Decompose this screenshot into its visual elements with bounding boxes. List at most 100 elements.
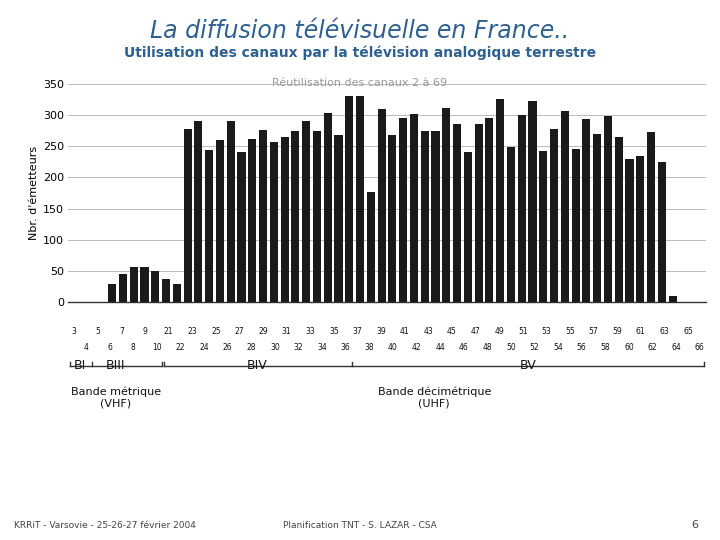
Bar	[313, 131, 321, 302]
Text: 7: 7	[119, 327, 124, 336]
Text: 57: 57	[589, 327, 598, 336]
Bar	[420, 131, 429, 302]
Bar	[324, 113, 332, 302]
Text: 30: 30	[270, 343, 280, 352]
Text: 6: 6	[691, 520, 698, 530]
Bar	[658, 162, 666, 302]
Text: 49: 49	[494, 327, 504, 336]
Bar	[399, 118, 408, 302]
Bar	[388, 135, 397, 302]
Text: 56: 56	[577, 343, 587, 352]
Text: 59: 59	[612, 327, 622, 336]
Bar	[485, 118, 493, 302]
Text: Réutilisation des canaux 2 à 69: Réutilisation des canaux 2 à 69	[272, 78, 448, 89]
Text: 21: 21	[164, 327, 174, 336]
Text: 39: 39	[377, 327, 386, 336]
Text: 8: 8	[131, 343, 135, 352]
Text: 54: 54	[553, 343, 563, 352]
Bar	[561, 111, 569, 302]
Text: BI: BI	[74, 359, 86, 372]
Text: 63: 63	[660, 327, 669, 336]
Text: 33: 33	[305, 327, 315, 336]
Bar	[626, 159, 634, 302]
Text: 28: 28	[246, 343, 256, 352]
Text: 26: 26	[223, 343, 233, 352]
Text: 44: 44	[435, 343, 445, 352]
Text: 41: 41	[400, 327, 410, 336]
Text: 46: 46	[459, 343, 469, 352]
Text: 48: 48	[482, 343, 492, 352]
Text: 64: 64	[671, 343, 681, 352]
Bar	[335, 135, 343, 302]
Bar	[550, 129, 558, 302]
Text: 29: 29	[258, 327, 268, 336]
Text: 34: 34	[318, 343, 327, 352]
Text: 36: 36	[341, 343, 351, 352]
Bar	[356, 96, 364, 302]
Text: BIV: BIV	[247, 359, 268, 372]
Text: 37: 37	[353, 327, 362, 336]
Text: 43: 43	[423, 327, 433, 336]
Bar	[496, 99, 504, 302]
Bar	[377, 109, 386, 302]
Bar	[151, 271, 159, 302]
Bar	[119, 274, 127, 302]
Text: Planification TNT - S. LAZAR - CSA: Planification TNT - S. LAZAR - CSA	[283, 521, 437, 530]
Text: 55: 55	[565, 327, 575, 336]
Bar	[281, 137, 289, 302]
Bar	[464, 152, 472, 302]
Text: 9: 9	[143, 327, 148, 336]
Text: BIII: BIII	[106, 359, 125, 372]
Text: 53: 53	[541, 327, 552, 336]
Y-axis label: Nbr. d'émetteurs: Nbr. d'émetteurs	[29, 146, 39, 240]
Bar	[194, 121, 202, 302]
Bar	[647, 132, 655, 302]
Text: 4: 4	[84, 343, 89, 352]
Text: Utilisation des canaux par la télévision analogique terrestre: Utilisation des canaux par la télévision…	[124, 46, 596, 60]
Text: 60: 60	[624, 343, 634, 352]
Text: 35: 35	[329, 327, 339, 336]
Bar	[604, 116, 612, 302]
Bar	[572, 148, 580, 302]
Bar	[615, 138, 623, 302]
Bar	[474, 124, 482, 302]
Bar	[636, 156, 644, 302]
Bar	[345, 96, 354, 302]
Bar	[410, 114, 418, 302]
Bar	[507, 147, 515, 302]
Bar	[259, 130, 267, 302]
Text: La diffusion télévisuelle en France..: La diffusion télévisuelle en France..	[150, 19, 570, 43]
Bar	[173, 284, 181, 302]
Text: 61: 61	[636, 327, 646, 336]
Bar	[453, 124, 461, 302]
Text: BV: BV	[521, 359, 537, 372]
Bar	[130, 267, 138, 302]
Bar	[593, 134, 601, 302]
Text: 58: 58	[600, 343, 610, 352]
Text: 31: 31	[282, 327, 292, 336]
Bar	[582, 119, 590, 302]
Text: 3: 3	[72, 327, 77, 336]
Text: 52: 52	[530, 343, 539, 352]
Bar	[238, 152, 246, 302]
Text: 40: 40	[388, 343, 397, 352]
Bar	[248, 139, 256, 302]
Text: 45: 45	[447, 327, 456, 336]
Bar	[366, 192, 375, 302]
Bar	[302, 121, 310, 302]
Bar	[227, 121, 235, 302]
Text: 38: 38	[364, 343, 374, 352]
Bar	[184, 129, 192, 302]
Text: 42: 42	[412, 343, 421, 352]
Text: Bande métrique
(VHF): Bande métrique (VHF)	[71, 386, 161, 408]
Bar	[205, 150, 213, 302]
Bar	[270, 142, 278, 302]
Text: 47: 47	[471, 327, 480, 336]
Bar	[518, 115, 526, 302]
Text: 66: 66	[695, 343, 705, 352]
Text: 10: 10	[152, 343, 162, 352]
Text: 62: 62	[648, 343, 657, 352]
Text: 22: 22	[176, 343, 185, 352]
Text: Bande décimétrique
(UHF): Bande décimétrique (UHF)	[377, 386, 491, 408]
Bar	[108, 284, 116, 302]
